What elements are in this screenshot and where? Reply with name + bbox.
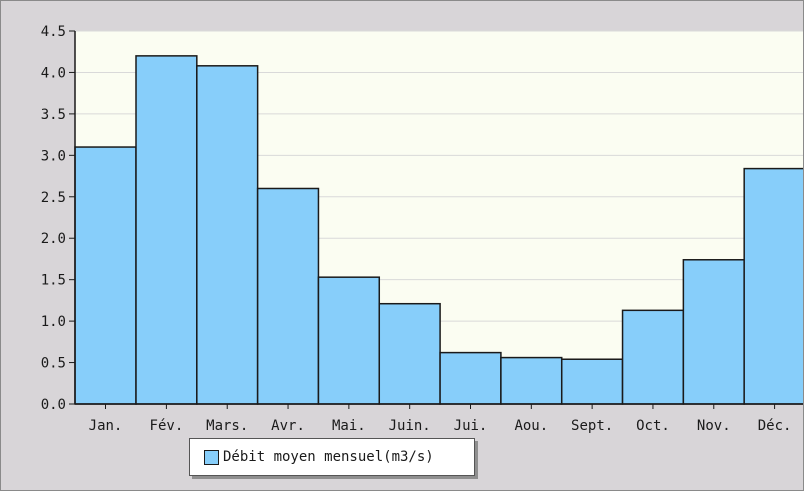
bar (743, 167, 803, 405)
y-tick-label: 1.5 (41, 273, 66, 289)
bar (621, 309, 685, 405)
bar (560, 358, 624, 405)
legend-swatch (204, 449, 219, 465)
bar (500, 356, 563, 405)
x-tick-label: Aou. (514, 418, 548, 434)
y-tick-label: 4.5 (41, 24, 66, 40)
x-tick-label: Déc. (758, 418, 792, 434)
bar (378, 302, 441, 405)
bars (74, 55, 803, 405)
x-tick-label: Avr. (271, 418, 305, 434)
y-tick-label: 1.0 (41, 314, 66, 330)
bar (682, 259, 745, 405)
x-tick-label: Mars. (206, 418, 248, 434)
y-tick-label: 3.0 (41, 148, 66, 164)
bar (135, 55, 198, 405)
y-tick-label: 0.5 (41, 356, 66, 372)
x-axis-ticks: Jan. Fév. Mars. Avr. Mai. Juin. Jui. Aou. Sept. O… (89, 404, 792, 434)
bar (439, 351, 502, 405)
x-tick-label: Sept. (571, 418, 613, 434)
legend-label: Débit moyen mensuel(m3/s) (223, 449, 434, 465)
x-tick-label: Fév. (150, 418, 184, 434)
x-tick-label: Nov. (697, 418, 731, 434)
bar (317, 276, 381, 405)
y-tick-label: 2.5 (41, 190, 66, 206)
y-axis-ticks: 0.0 0.5 1.0 1.5 2.0 2.5 3.0 3.5 4.0 4.5 (41, 24, 75, 413)
bar (74, 146, 137, 405)
x-tick-label: Juin. (389, 418, 431, 434)
bar (196, 65, 259, 405)
x-tick-label: Mai. (332, 418, 366, 434)
y-tick-label: 3.5 (41, 107, 66, 123)
x-tick-label: Jui. (454, 418, 488, 434)
legend: Débit moyen mensuel(m3/s) (189, 438, 475, 476)
y-tick-label: 0.0 (41, 397, 66, 413)
y-tick-label: 2.0 (41, 231, 66, 247)
x-tick-label: Oct. (636, 418, 670, 434)
y-tick-label: 4.0 (41, 65, 66, 81)
x-tick-label: Jan. (89, 418, 123, 434)
bar (256, 187, 320, 405)
